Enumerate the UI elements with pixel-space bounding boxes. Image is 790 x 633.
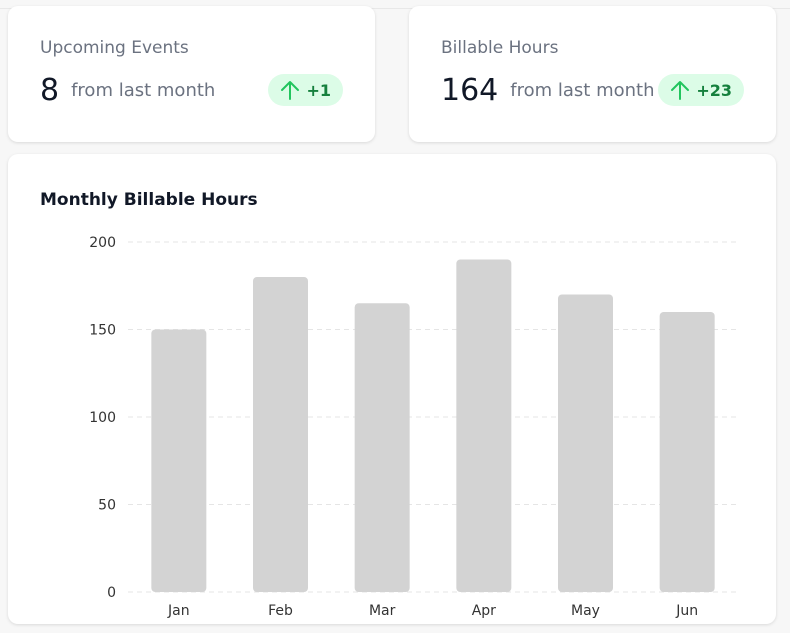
stat-subtitle: from last month <box>71 79 216 101</box>
stat-card-upcoming-events: Upcoming Events 8 from last month +1 <box>8 6 375 142</box>
y-tick-label: 0 <box>107 585 116 601</box>
x-tick-label: Jan <box>167 603 190 619</box>
bar-jan[interactable] <box>151 329 207 593</box>
y-tick-label: 100 <box>89 410 116 426</box>
delta-value: +23 <box>696 80 732 100</box>
delta-badge: +23 <box>658 74 744 106</box>
stat-title: Billable Hours <box>441 38 559 58</box>
x-tick-label: Jun <box>675 603 698 619</box>
y-tick-label: 50 <box>98 498 116 514</box>
chart-title: Monthly Billable Hours <box>40 190 258 210</box>
chart-card: Monthly Billable Hours 0 50 100 150 200 Jan Fe… <box>8 154 776 624</box>
stat-subtitle: from last month <box>510 79 655 101</box>
delta-value: +1 <box>306 80 331 100</box>
arrow-up-icon <box>281 81 300 100</box>
bar-chart: 0 50 100 150 200 Jan Feb Mar Apr May Jun <box>89 235 738 619</box>
bar-may[interactable] <box>558 294 613 593</box>
y-tick-label: 200 <box>89 235 116 251</box>
stat-title: Upcoming Events <box>40 38 189 58</box>
stat-row: 164 from last month +23 <box>441 70 744 110</box>
delta-badge: +1 <box>268 74 343 106</box>
bar-mar[interactable] <box>354 303 410 592</box>
stat-value: 8 <box>40 72 60 108</box>
stat-value: 164 <box>441 72 499 108</box>
stat-card-billable-hours: Billable Hours 164 from last month +23 <box>409 6 776 142</box>
x-tick-label: Apr <box>472 603 496 619</box>
arrow-up-icon <box>671 81 690 100</box>
x-tick-label: Mar <box>369 603 396 619</box>
x-tick-label: May <box>571 603 600 619</box>
bar-jun[interactable] <box>659 312 715 592</box>
y-tick-label: 150 <box>89 323 116 339</box>
top-divider <box>0 8 790 9</box>
bar-apr[interactable] <box>456 259 512 593</box>
stat-row: 8 from last month +1 <box>40 70 343 110</box>
bar-feb[interactable] <box>253 277 308 592</box>
x-tick-label: Feb <box>268 603 293 619</box>
